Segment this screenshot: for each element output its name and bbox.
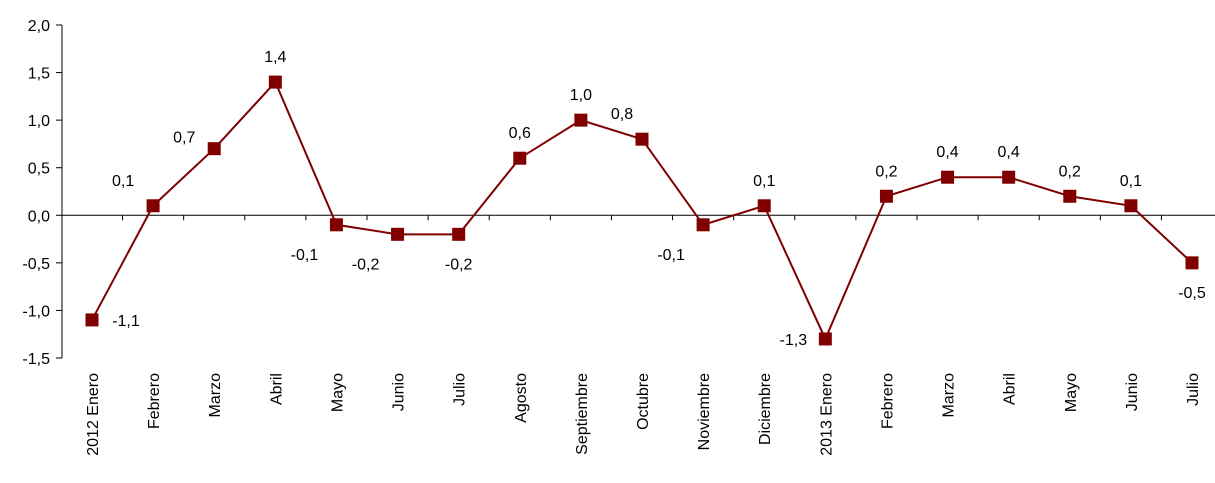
data-label: -1,1 xyxy=(112,313,140,330)
x-tick-label: 2012 Enero xyxy=(85,373,102,456)
data-label: 0,2 xyxy=(875,163,897,180)
data-label: -0,2 xyxy=(352,256,380,273)
x-tick-label: Noviembre xyxy=(696,373,713,450)
data-label: 0,1 xyxy=(112,173,134,190)
x-tick-label: Julio xyxy=(1185,373,1202,406)
data-label: 0,7 xyxy=(173,130,195,147)
data-point-marker xyxy=(207,142,221,156)
y-tick-label: -1,0 xyxy=(22,303,50,320)
data-point-marker xyxy=(1063,189,1077,203)
data-label: 0,4 xyxy=(998,144,1020,161)
data-point-marker xyxy=(146,199,160,213)
y-tick-label: 1,5 xyxy=(28,66,50,83)
data-point-marker xyxy=(85,313,99,327)
x-tick-label: Octubre xyxy=(635,373,652,430)
data-label: -0,1 xyxy=(291,247,319,264)
x-tick-label: Julio xyxy=(452,373,469,406)
y-tick-label: 2,0 xyxy=(28,18,50,35)
x-tick-label: Diciembre xyxy=(757,373,774,445)
x-tick-label: Mayo xyxy=(329,373,346,412)
data-label: 0,6 xyxy=(509,125,531,142)
data-point-marker xyxy=(941,170,955,184)
data-label: 1,0 xyxy=(570,87,592,104)
data-point-marker xyxy=(879,189,893,203)
data-point-marker xyxy=(574,113,588,127)
x-tick-label: Mayo xyxy=(1063,373,1080,412)
data-label: 0,8 xyxy=(611,106,633,123)
data-point-marker xyxy=(757,199,771,213)
x-tick-label: Junio xyxy=(391,373,408,411)
x-tick-label: Agosto xyxy=(513,373,530,423)
x-tick-label: Marzo xyxy=(941,373,958,418)
data-label: 1,4 xyxy=(264,49,286,66)
data-point-marker xyxy=(329,218,343,232)
data-label: -0,1 xyxy=(657,247,685,264)
data-point-marker xyxy=(268,75,282,89)
data-point-marker xyxy=(452,227,466,241)
x-tick-label: Febrero xyxy=(146,373,163,429)
y-tick-label: -0,5 xyxy=(22,256,50,273)
data-label: -0,5 xyxy=(1178,285,1206,302)
x-tick-label: Marzo xyxy=(207,373,224,418)
x-tick-label: Septiembre xyxy=(574,373,591,455)
y-tick-label: 0,0 xyxy=(28,208,50,225)
data-label: 0,4 xyxy=(936,144,958,161)
data-label: 0,1 xyxy=(753,173,775,190)
data-label: 0,2 xyxy=(1059,163,1081,180)
data-point-marker xyxy=(696,218,710,232)
data-point-marker xyxy=(1002,170,1016,184)
data-point-marker xyxy=(391,227,405,241)
data-label: -1,3 xyxy=(780,332,808,349)
x-tick-label: Abril xyxy=(268,373,285,405)
x-tick-label: Abril xyxy=(1002,373,1019,405)
x-tick-label: 2013 Enero xyxy=(818,373,835,456)
data-point-marker xyxy=(818,332,832,346)
data-point-marker xyxy=(1124,199,1138,213)
data-point-marker xyxy=(1185,256,1199,270)
x-tick-label: Junio xyxy=(1124,373,1141,411)
y-tick-label: 0,5 xyxy=(28,161,50,178)
data-point-marker xyxy=(513,151,527,165)
data-label: 0,1 xyxy=(1120,173,1142,190)
data-point-marker xyxy=(635,132,649,146)
data-label: -0,2 xyxy=(445,256,473,273)
y-tick-label: -1,5 xyxy=(22,351,50,368)
series-line xyxy=(91,80,1193,342)
x-tick-label: Febrero xyxy=(879,373,896,429)
y-tick-label: 1,0 xyxy=(28,113,50,130)
